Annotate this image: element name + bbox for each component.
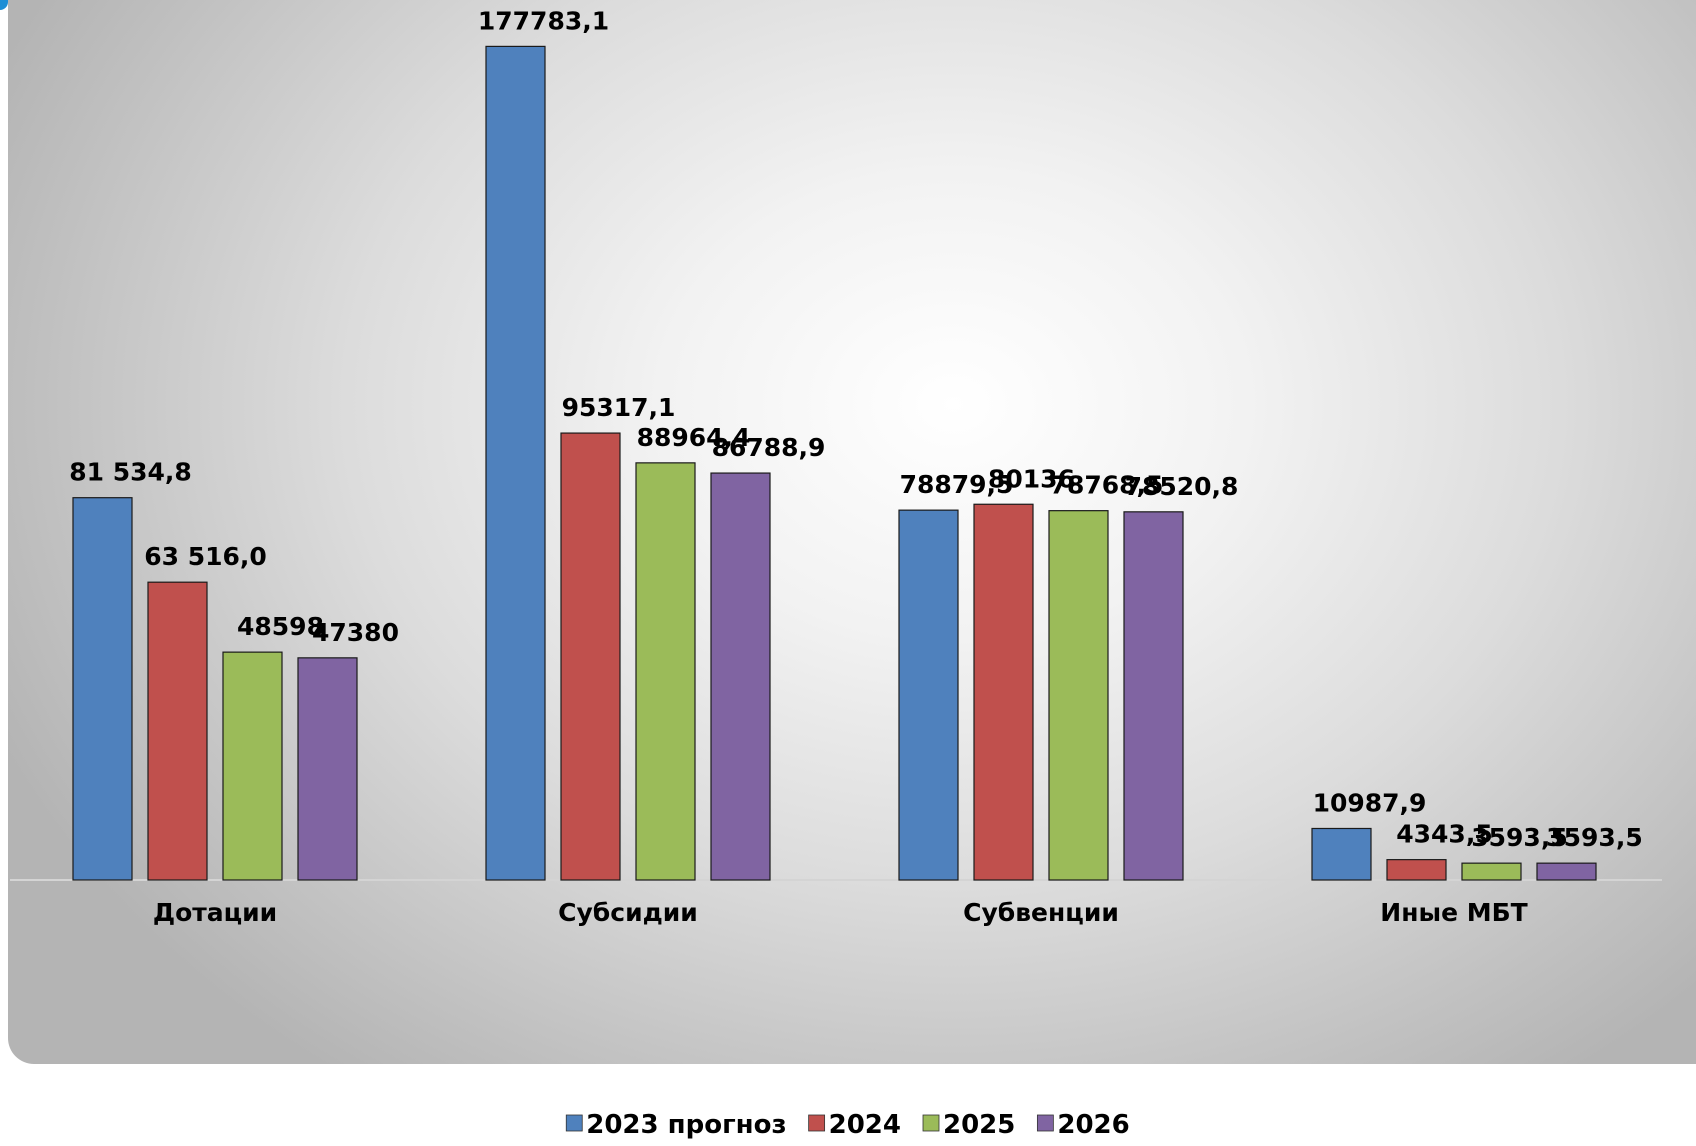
bar-1-2: [147, 581, 208, 881]
legend: 2023 прогноз 2024 2025 2026: [565, 1110, 1130, 1140]
category-label: Субсидии: [558, 898, 698, 927]
legend-item: 2026: [1036, 1110, 1130, 1140]
legend-label: 2025: [943, 1110, 1015, 1140]
value-label: 177783,1: [478, 6, 609, 35]
legend-item: 2024: [808, 1110, 901, 1140]
bar-4-3: [1461, 862, 1522, 881]
legend-swatch: [565, 1114, 583, 1132]
category-labels-group: Дотации Субсидии Субвенции Иные МБТ: [153, 898, 1528, 927]
bar-3-3: [1048, 510, 1109, 881]
legend-item: 2025: [922, 1110, 1015, 1140]
bar-2-2: [560, 432, 621, 881]
bar-2-3: [635, 462, 696, 881]
value-label: 86788,9: [712, 433, 826, 462]
value-label: 81 534,8: [69, 458, 192, 487]
legend-label: 2026: [1057, 1110, 1129, 1140]
value-label: 78520,8: [1125, 472, 1239, 501]
legend-swatch: [808, 1114, 826, 1132]
legend-swatch: [922, 1114, 940, 1132]
value-label: 3593,5: [1546, 823, 1642, 852]
value-label: 78879,5: [900, 470, 1014, 499]
legend-label: 2024: [829, 1110, 901, 1140]
bar-4-2: [1386, 859, 1447, 881]
bar-1-3: [222, 651, 283, 881]
bar-3-4: [1123, 511, 1184, 881]
value-label: 88964,4: [637, 423, 751, 452]
bar-1-1: [72, 497, 133, 881]
bar-1-4: [297, 657, 358, 881]
bar-2-4: [710, 472, 771, 881]
bar-3-1: [898, 509, 959, 881]
chart-area: [8, 0, 1696, 1064]
value-label: 78768,5: [1050, 471, 1164, 500]
bar-4-1: [1311, 827, 1372, 881]
value-label: 80136: [988, 464, 1075, 493]
category-label: Субвенции: [963, 898, 1119, 927]
bar-3-2: [973, 503, 1034, 881]
bar-2-1: [485, 45, 546, 881]
corner-accent: [0, 0, 8, 10]
category-label: Дотации: [153, 898, 277, 927]
value-label: 10987,9: [1313, 788, 1427, 817]
value-label: 95317,1: [562, 393, 676, 422]
value-label: 47380: [312, 618, 399, 647]
legend-swatch: [1036, 1114, 1054, 1132]
legend-label: 2023 прогноз: [586, 1110, 786, 1140]
value-label: 63 516,0: [144, 542, 267, 571]
value-label: 3593,5: [1471, 823, 1567, 852]
value-label: 4343,5: [1396, 820, 1492, 849]
bars-group: [72, 45, 1597, 881]
category-label: Иные МБТ: [1380, 898, 1527, 927]
value-label: 48598: [237, 612, 324, 641]
legend-item: 2023 прогноз: [565, 1110, 787, 1140]
bar-4-4: [1536, 862, 1597, 881]
